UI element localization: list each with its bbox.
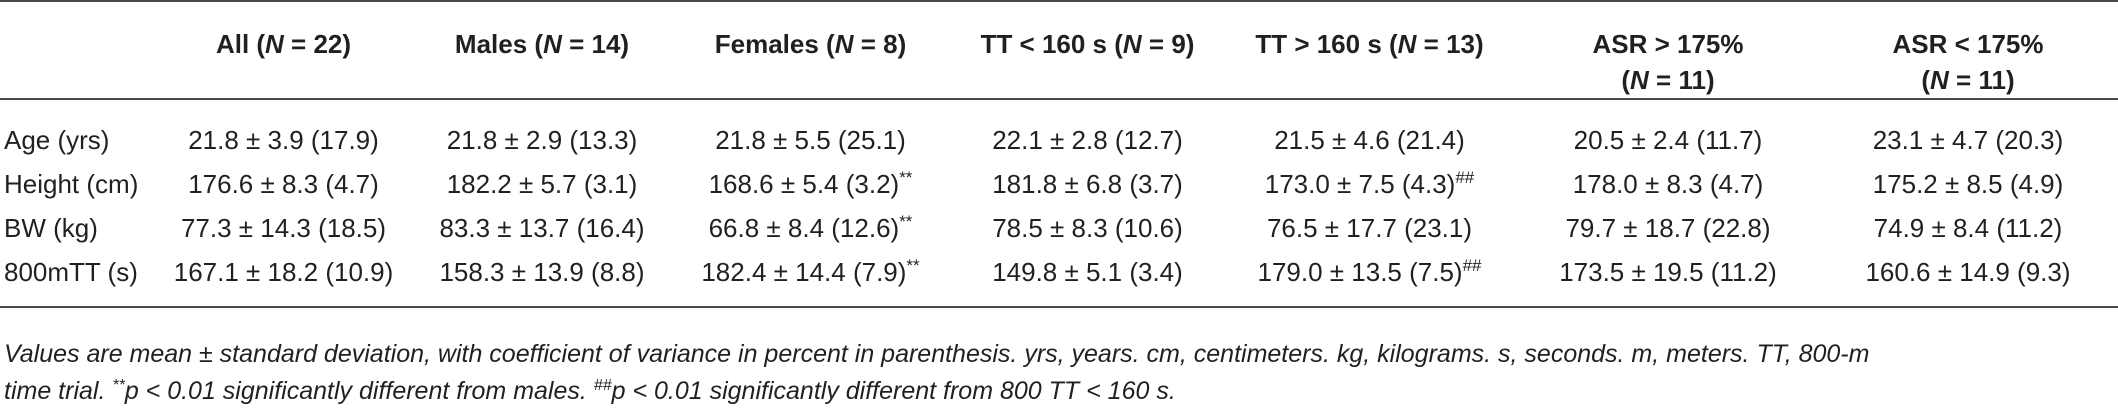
header-all: All (N = 22) (215, 29, 352, 59)
row-label: Height (cm) (4, 169, 139, 199)
row-label: 800mTT (s) (4, 257, 138, 287)
table-row-800mtt: 800mTT (s) 167.1 ± 18.2 (10.9) 158.3 ± 1… (0, 250, 2118, 307)
table-footnote: Values are mean ± standard deviation, wi… (4, 336, 2104, 410)
table-cell: 167.1 ± 18.2 (10.9) (173, 257, 394, 287)
table-cell: 178.0 ± 8.3 (4.7) (1572, 169, 1764, 199)
table-row-bw: BW (kg) 77.3 ± 14.3 (18.5) 83.3 ± 13.7 (… (0, 206, 2118, 250)
header-asr-gt-175: ASR > 175% (N = 11) (1592, 29, 1744, 95)
table-cell: 173.5 ± 19.5 (11.2) (1559, 257, 1777, 287)
table-cell: 77.3 ± 14.3 (18.5) (180, 213, 387, 243)
table-cell: 168.6 ± 5.4 (3.2)** (708, 168, 913, 199)
table-cell: 173.0 ± 7.5 (4.3)## (1264, 168, 1475, 199)
table-cell: 23.1 ± 4.7 (20.3) (1872, 125, 2064, 155)
table-cell: 20.5 ± 2.4 (11.7) (1573, 125, 1763, 155)
header-females: Females (N = 8) (714, 29, 907, 59)
table-cell: 21.5 ± 4.6 (21.4) (1274, 125, 1465, 155)
table-cell: 74.9 ± 8.4 (11.2) (1873, 213, 2063, 243)
row-label: Age (yrs) (4, 125, 110, 155)
row-label: BW (kg) (4, 213, 98, 243)
table-cell: 78.5 ± 8.3 (10.6) (992, 213, 1183, 243)
table-cell: 21.8 ± 5.5 (25.1) (715, 125, 906, 155)
header-males: Males (N = 14) (454, 29, 630, 59)
table-cell: 76.5 ± 17.7 (23.1) (1266, 213, 1473, 243)
table-cell: 160.6 ± 14.9 (9.3) (1865, 257, 2071, 287)
table-row-age: Age (yrs) 21.8 ± 3.9 (17.9) 21.8 ± 2.9 (… (0, 99, 2118, 162)
table-cell: 182.4 ± 14.4 (7.9)** (701, 256, 920, 287)
table-cell: 149.8 ± 5.1 (3.4) (992, 257, 1183, 287)
table-cell: 179.0 ± 13.5 (7.5)## (1257, 256, 1482, 287)
table-cell: 158.3 ± 13.9 (8.8) (439, 257, 645, 287)
header-row: All (N = 22) Males (N = 14) Females (N =… (0, 1, 2118, 99)
table-cell: 182.2 ± 5.7 (3.1) (446, 169, 638, 199)
table-cell: 66.8 ± 8.4 (12.6)** (708, 212, 913, 243)
header-asr-lt-175: ASR < 175% (N = 11) (1892, 29, 2044, 95)
header-tt-gt-160: TT > 160 s (N = 13) (1255, 29, 1484, 59)
table-row-height: Height (cm) 176.6 ± 8.3 (4.7) 182.2 ± 5.… (0, 162, 2118, 206)
header-blank (0, 1, 150, 99)
footnote-line-2: time trial. **p < 0.01 significantly dif… (4, 377, 1176, 405)
table-cell: 83.3 ± 13.7 (16.4) (439, 213, 645, 243)
table-cell: 22.1 ± 2.8 (12.7) (992, 125, 1183, 155)
header-tt-lt-160: TT < 160 s (N = 9) (980, 29, 1195, 59)
table-cell: 21.8 ± 3.9 (17.9) (188, 125, 379, 155)
table-cell: 21.8 ± 2.9 (13.3) (446, 125, 638, 155)
table-cell: 175.2 ± 8.5 (4.9) (1872, 169, 2064, 199)
table-cell: 181.8 ± 6.8 (3.7) (992, 169, 1183, 199)
footnote-line-1: Values are mean ± standard deviation, wi… (4, 340, 1870, 368)
table-cell: 79.7 ± 18.7 (22.8) (1565, 213, 1771, 243)
table-cell: 176.6 ± 8.3 (4.7) (188, 169, 379, 199)
data-table: All (N = 22) Males (N = 14) Females (N =… (0, 1, 2118, 307)
